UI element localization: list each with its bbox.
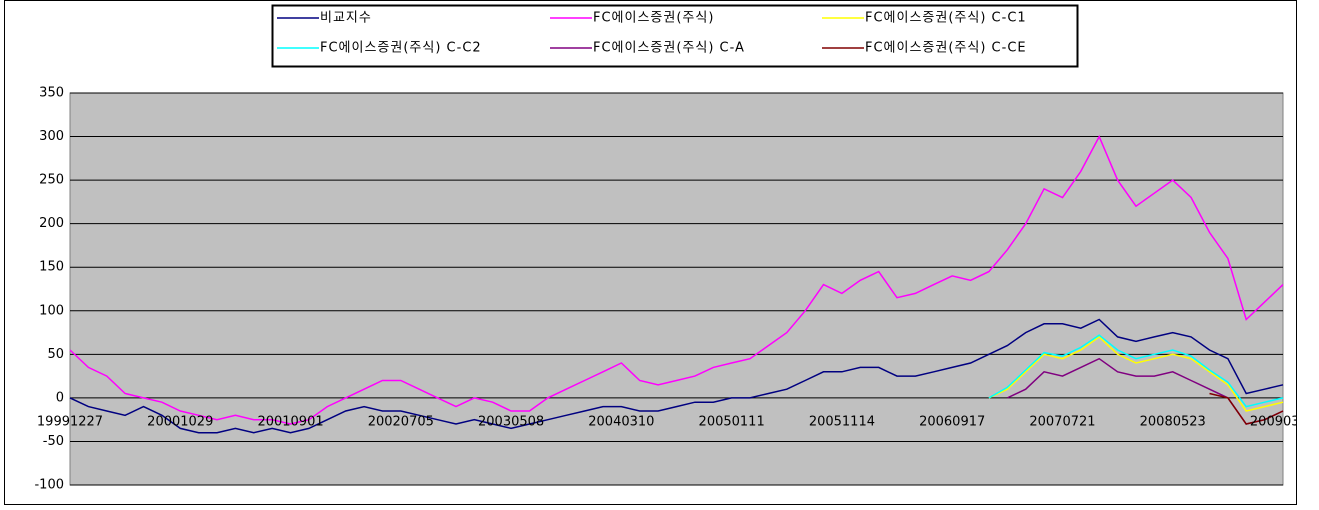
x-tick-label: 20040310 — [588, 414, 654, 429]
legend-label: FC에이스증권(주식) C-CE — [865, 41, 1027, 56]
y-tick-label: 100 — [39, 303, 64, 318]
y-tick-label: -100 — [34, 478, 64, 493]
y-tick-label: -50 — [43, 434, 64, 449]
legend-label: FC에이스증권(주식) C-C2 — [320, 41, 482, 56]
x-tick-label: 20060917 — [919, 414, 985, 429]
x-tick-label: 20020705 — [368, 414, 434, 429]
x-tick-label: 20010901 — [257, 414, 323, 429]
plot-area — [69, 92, 1284, 486]
series-line — [69, 134, 1284, 425]
legend — [271, 4, 1079, 68]
series-line — [69, 318, 1284, 434]
x-tick-label: 20051114 — [809, 414, 875, 429]
x-tick-label: 20030508 — [478, 414, 544, 429]
x-tick-label: 19991227 — [37, 414, 103, 429]
y-tick-label: 0 — [56, 390, 64, 405]
series-line — [988, 335, 1284, 412]
legend-label: 비교지수 — [320, 11, 372, 26]
y-tick-label: 50 — [47, 347, 64, 362]
series-line — [1209, 392, 1284, 425]
y-tick-label: 200 — [39, 216, 64, 231]
legend-label: FC에이스증권(주식) C-A — [593, 41, 745, 56]
x-tick-label: 20090325 — [1250, 414, 1316, 429]
series-line — [988, 334, 1284, 408]
x-tick-label: 20050111 — [699, 414, 765, 429]
legend-label: FC에이스증권(주식) — [593, 11, 714, 26]
x-tick-label: 20070721 — [1029, 414, 1095, 429]
y-tick-label: 250 — [39, 173, 64, 188]
y-tick-label: 350 — [39, 86, 64, 101]
y-tick-label: 150 — [39, 260, 64, 275]
x-tick-label: 20001029 — [147, 414, 213, 429]
y-tick-label: 300 — [39, 129, 64, 144]
legend-label: FC에이스증권(주식) C-C1 — [865, 11, 1027, 26]
x-tick-label: 20080523 — [1140, 414, 1206, 429]
